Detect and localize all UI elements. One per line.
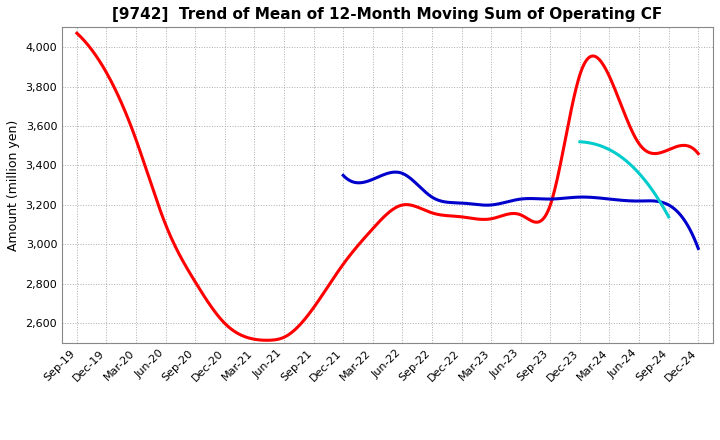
Line: 3 Years: 3 Years (77, 33, 698, 340)
7 Years (665, 214, 673, 220)
5 Years (508, 198, 517, 203)
3 Years (583, 56, 592, 62)
7 Years (629, 164, 637, 169)
3 Years (680, 143, 689, 148)
3 Years (410, 203, 418, 209)
3 Years (73, 30, 81, 36)
5 Years (631, 198, 639, 204)
3 Years (694, 151, 703, 156)
7 Years (624, 160, 632, 165)
3 Years (444, 213, 452, 218)
Line: 5 Years: 5 Years (343, 172, 698, 249)
5 Years (339, 173, 348, 178)
5 Years (510, 198, 519, 203)
3 Years (262, 337, 271, 343)
5 Years (391, 169, 400, 175)
3 Years (373, 221, 382, 227)
7 Years (575, 139, 584, 144)
5 Years (551, 196, 559, 202)
7 Years (648, 188, 657, 193)
Line: 7 Years: 7 Years (580, 142, 669, 217)
Y-axis label: Amount (million yen): Amount (million yen) (7, 120, 20, 251)
7 Years (618, 155, 626, 160)
5 Years (686, 228, 695, 233)
3 Years (369, 226, 377, 231)
7 Years (618, 155, 627, 161)
5 Years (694, 246, 703, 251)
5 Years (531, 196, 540, 201)
7 Years (662, 210, 671, 216)
Title: [9742]  Trend of Mean of 12-Month Moving Sum of Operating CF: [9742] Trend of Mean of 12-Month Moving … (112, 7, 662, 22)
